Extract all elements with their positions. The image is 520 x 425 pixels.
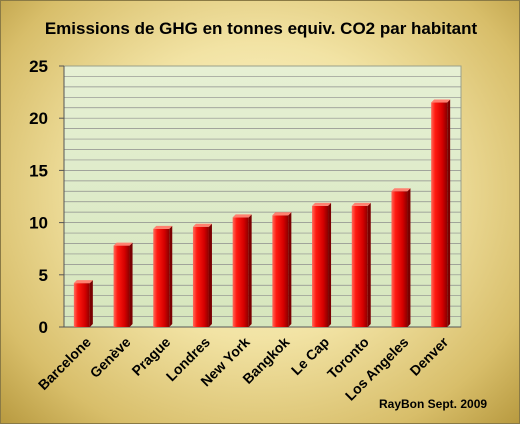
y-tick-label: 15 [29, 161, 48, 180]
bar-prague [153, 225, 173, 327]
bar-top [431, 99, 451, 103]
bar [153, 228, 170, 327]
bar-londres [192, 223, 212, 327]
bar [312, 205, 329, 327]
bar-side [89, 280, 93, 327]
bar-top [232, 214, 252, 218]
x-tick-label: Denver [406, 333, 451, 378]
y-tick-label: 0 [39, 318, 48, 337]
bar-new-york [232, 214, 252, 327]
bar-side [328, 202, 332, 327]
x-tick-label: Barcelone [35, 334, 94, 393]
bar-top [312, 202, 332, 206]
bar [113, 245, 130, 327]
bar [391, 191, 408, 327]
bar-side [367, 202, 371, 327]
bar-top [391, 188, 411, 192]
bar-bangkok [272, 212, 292, 327]
bar-side [407, 188, 411, 327]
bar-side [129, 242, 133, 327]
bar [232, 217, 249, 327]
bar-top [153, 225, 173, 229]
x-tick-label: Genève [87, 334, 134, 381]
bar-side [248, 214, 252, 327]
bar-los-angeles [391, 188, 411, 327]
bar [73, 283, 90, 327]
bar-top [192, 223, 212, 227]
bar-denver [431, 99, 451, 327]
bar [351, 205, 368, 327]
bar [272, 215, 289, 327]
y-tick-label: 25 [29, 57, 48, 76]
bar-toronto [351, 202, 371, 327]
y-tick-label: 10 [29, 214, 48, 233]
credit-text: RayBon Sept. 2009 [379, 397, 488, 411]
bar-side [447, 99, 451, 327]
y-tick-label: 5 [39, 266, 48, 285]
y-tick-label: 20 [29, 109, 48, 128]
bar [431, 102, 448, 327]
bar [192, 226, 209, 327]
bar-side [169, 225, 173, 327]
bar-top [351, 202, 371, 206]
bar-top [113, 242, 133, 246]
bar-side [288, 212, 292, 327]
y-tick-labels: 0 5 10 15 20 25 [29, 57, 48, 337]
bars [73, 99, 451, 327]
bar-side [208, 223, 212, 327]
bar-le-cap [312, 202, 332, 327]
chart-title: Emissions de GHG en tonnes equiv. CO2 pa… [44, 19, 478, 38]
bar-top [272, 212, 292, 216]
bar-gen-ve [113, 242, 133, 327]
bar-top [73, 280, 93, 284]
bar-barcelone [73, 280, 93, 327]
